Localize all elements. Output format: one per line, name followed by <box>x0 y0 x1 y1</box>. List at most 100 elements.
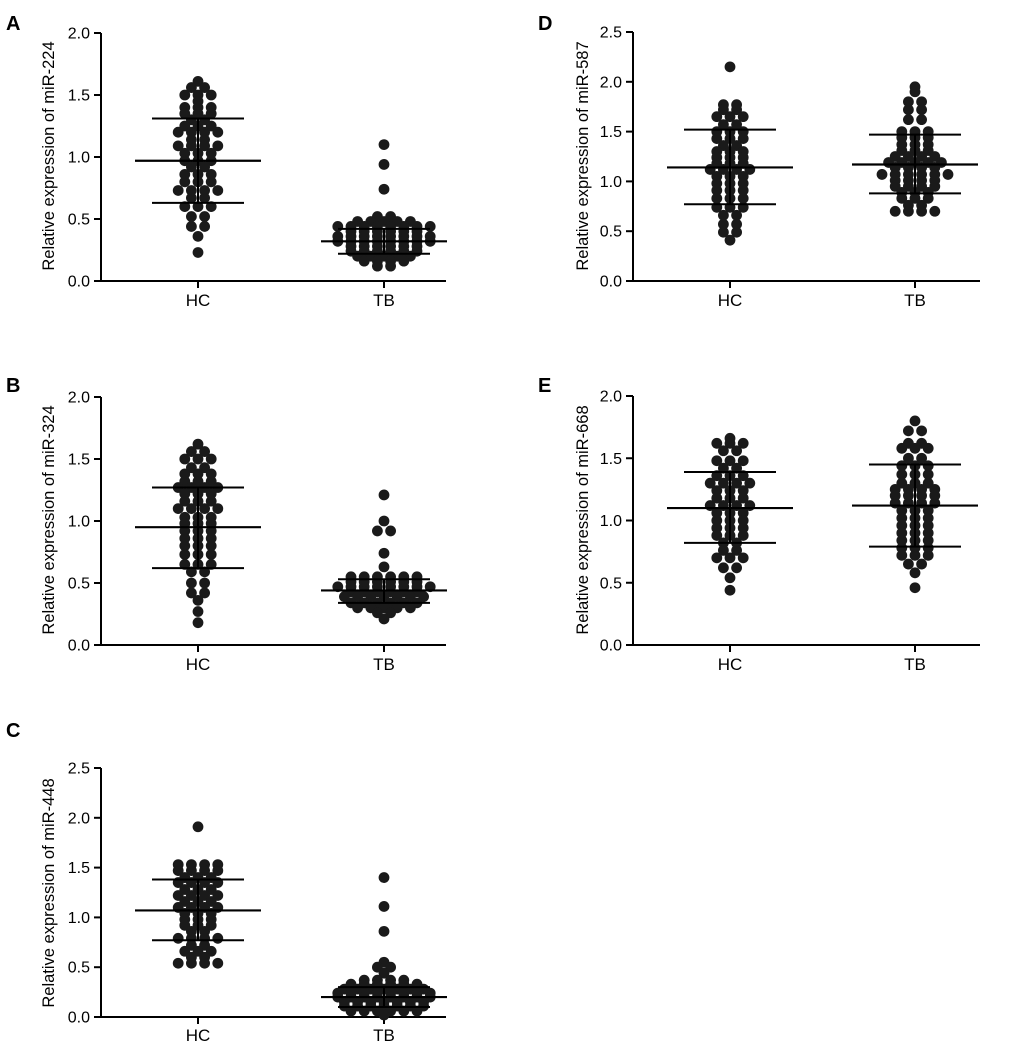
data-point <box>345 1005 357 1017</box>
data-point <box>179 147 191 159</box>
data-point <box>411 1005 423 1017</box>
data-point <box>186 865 197 876</box>
y-tick-label: 0.0 <box>600 638 622 655</box>
data-point <box>916 114 927 126</box>
data-point <box>372 260 383 272</box>
data-point <box>903 205 914 217</box>
data-point <box>179 540 191 552</box>
data-point <box>909 549 921 561</box>
data-point <box>724 584 736 596</box>
data-point <box>718 462 729 474</box>
data-point <box>192 617 204 629</box>
y-tick-label: 2.0 <box>68 26 90 43</box>
data-point <box>192 594 204 606</box>
data-point <box>205 488 217 500</box>
data-point <box>916 205 927 217</box>
data-point <box>724 552 736 564</box>
panel-letter: C <box>6 720 20 742</box>
data-point <box>192 821 204 833</box>
data-point <box>179 168 191 180</box>
x-category-label: HC <box>186 1026 211 1045</box>
data-point <box>916 558 927 570</box>
data-point <box>929 205 941 217</box>
data-point <box>192 201 204 213</box>
y-tick-label: 1.5 <box>68 452 90 469</box>
data-point <box>909 582 921 594</box>
data-point <box>192 438 204 450</box>
data-point <box>186 957 197 969</box>
data-point <box>718 119 729 131</box>
data-point <box>385 260 396 272</box>
data-point <box>916 452 927 464</box>
data-point <box>922 460 934 472</box>
data-point <box>186 161 197 173</box>
data-point <box>179 559 191 570</box>
x-category-label: HC <box>718 655 743 674</box>
data-point <box>711 522 723 534</box>
data-point <box>922 442 934 454</box>
data-point <box>876 169 888 180</box>
y-tick-label: 1.0 <box>68 910 90 927</box>
data-point <box>205 540 217 552</box>
data-point <box>205 89 217 101</box>
data-point <box>896 512 908 524</box>
data-point <box>212 185 224 196</box>
panel-d: D Relative expression of miR-587 HC TB 0… <box>538 13 980 310</box>
data-point <box>205 549 217 560</box>
data-point <box>711 530 723 541</box>
data-point <box>192 453 204 465</box>
y-tick-label: 0.5 <box>68 576 90 593</box>
data-point <box>212 932 224 944</box>
y-tick-label: 2.0 <box>68 390 90 407</box>
data-point <box>199 587 211 599</box>
data-point <box>332 221 344 232</box>
data-point <box>172 185 184 196</box>
y-tick-label: 2.5 <box>68 761 90 778</box>
data-point <box>724 437 736 449</box>
data-point <box>909 192 921 204</box>
y-tick-label: 0.0 <box>600 274 622 291</box>
panel-a: A Relative expression of miR-224 HC TB 0… <box>6 13 447 310</box>
y-tick-label: 2.5 <box>600 25 622 42</box>
data-point <box>737 530 749 541</box>
data-point <box>737 522 749 534</box>
x-category-label: TB <box>373 655 395 674</box>
data-point <box>922 192 934 204</box>
x-category-label: TB <box>373 1026 395 1045</box>
data-point <box>896 505 908 516</box>
data-point <box>909 442 921 454</box>
data-point <box>724 111 736 123</box>
data-point <box>711 111 723 123</box>
data-point <box>172 957 184 969</box>
data-point <box>212 140 224 152</box>
y-axis-title: Relative expression of miR-668 <box>574 405 592 634</box>
data-point <box>731 119 742 131</box>
y-axis-title: Relative expression of miR-324 <box>40 405 58 634</box>
data-point <box>718 209 729 221</box>
data-point <box>398 1005 410 1017</box>
panel-letter: B <box>6 375 20 397</box>
y-tick-label: 1.0 <box>68 514 90 531</box>
y-axis-title: Relative expression of miR-224 <box>40 41 58 270</box>
data-point <box>378 489 390 501</box>
data-point <box>205 559 217 570</box>
data-point <box>199 211 211 222</box>
data-point <box>916 425 927 437</box>
data-point <box>896 520 908 531</box>
y-tick-label: 0.0 <box>68 274 90 291</box>
data-point <box>179 468 191 480</box>
data-point <box>378 561 390 573</box>
data-point <box>186 221 197 232</box>
data-point <box>916 96 927 108</box>
y-tick-label: 1.5 <box>68 860 90 877</box>
data-point <box>922 535 934 546</box>
data-point <box>192 230 204 242</box>
data-point <box>186 82 197 93</box>
data-point <box>205 201 217 213</box>
data-point <box>179 89 191 101</box>
data-point <box>205 147 217 159</box>
panel-e: E Relative expression of miR-668 HC TB 0… <box>538 375 980 674</box>
data-point <box>199 221 211 232</box>
data-point <box>718 562 729 574</box>
